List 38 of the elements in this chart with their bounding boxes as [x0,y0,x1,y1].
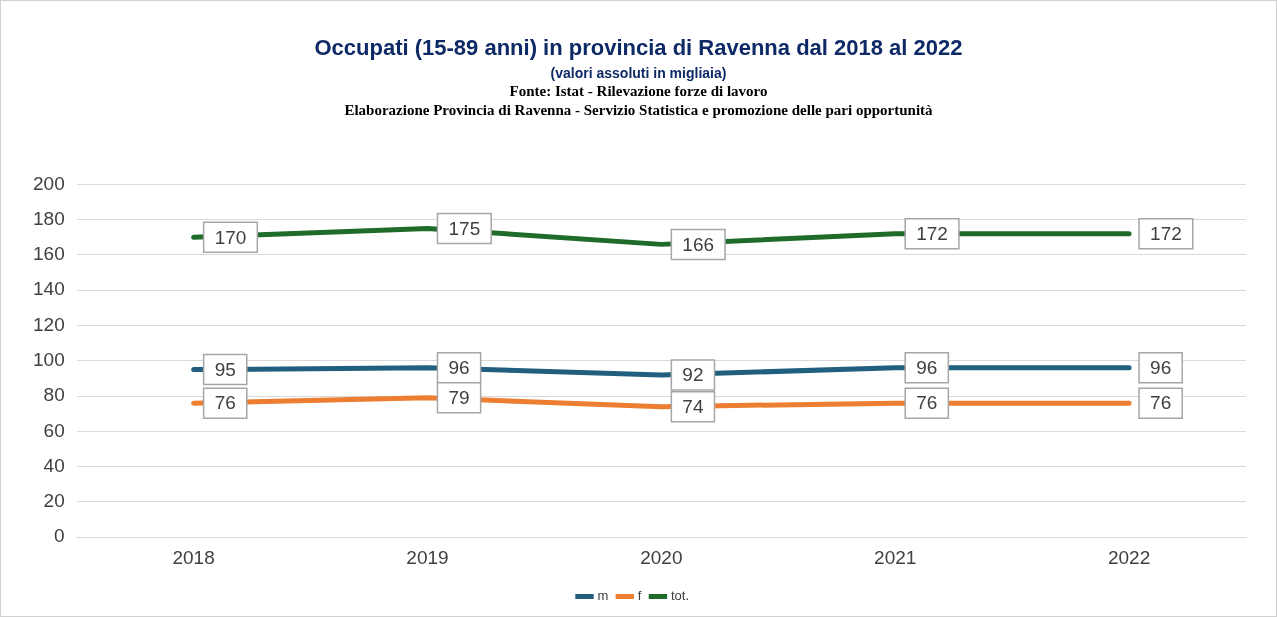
data-label: 172 [1150,223,1182,245]
data-label: 166 [682,233,715,255]
y-tick-label: 120 [33,313,65,335]
data-label: 96 [916,357,938,379]
data-label: 79 [448,387,470,409]
data-label: 170 [214,226,247,248]
data-label: 76 [916,392,938,414]
y-tick-label: 200 [33,172,65,194]
data-label: 76 [1150,392,1172,414]
source-note: Fonte: Istat - Rilevazione forze di lavoro [508,83,769,100]
text: Elaborazione Provincia di Ravenna - Servizio Statistica e promozione delle pari opportunità [343,102,934,119]
y-tick-label: 40 [43,454,65,476]
x-tick-label: 2019 [406,546,449,568]
chart-subtitle: (valori assoluti in migliaia) [549,65,728,81]
y-tick-label: 140 [33,278,65,300]
legend-label: tot. [670,588,690,604]
x-tick-label: 2020 [640,546,683,568]
chart-title: Occupati (15-89 anni) in provincia di Ravenna dal 2018 al 2022 [313,35,964,61]
data-label: 92 [682,364,704,386]
data-label: 172 [916,223,948,245]
x-tick-label: 2022 [1107,546,1151,568]
y-tick-label: 180 [33,207,65,229]
data-label: 96 [1150,357,1172,379]
data-label: 76 [214,392,236,414]
y-tick-label: 100 [33,349,65,371]
legend-label: m [597,588,609,604]
y-tick-label: 80 [43,384,65,406]
y-tick-label: 0 [54,525,65,547]
y-tick-label: 60 [43,419,65,441]
y-tick-label: 160 [33,243,65,265]
data-label: 96 [448,357,470,379]
legend-label: f [637,588,642,604]
data-label: 95 [214,358,236,380]
y-tick-label: 20 [43,490,65,512]
x-tick-label: 2018 [172,546,215,568]
data-label: 74 [682,395,704,417]
x-tick-label: 2021 [874,546,917,568]
data-label: 175 [448,217,481,239]
